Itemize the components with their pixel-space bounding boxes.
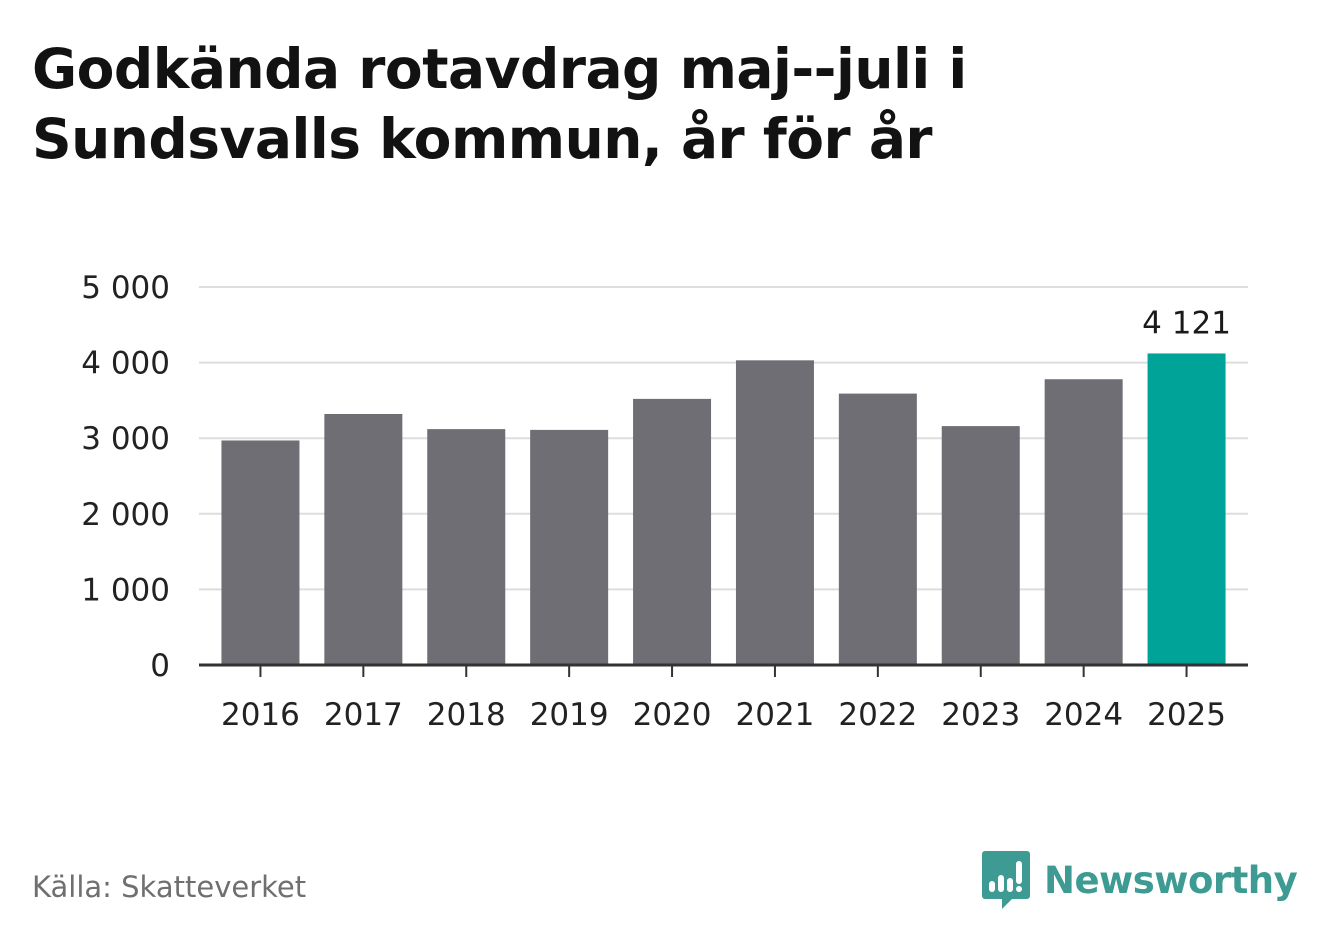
source-note: Källa: Skatteverket [32,870,307,904]
bar [1044,379,1123,665]
y-tick-label: 2 000 [81,497,170,533]
bar [530,429,609,665]
brand: Newsworthy [982,850,1298,910]
x-tick-label: 2022 [838,697,917,733]
x-tick-label: 2024 [1044,697,1123,733]
x-tick-label: 2025 [1147,697,1226,733]
bar [941,426,1020,665]
bar [221,440,300,665]
brand-name: Newsworthy [1044,858,1298,902]
x-tick-label: 2019 [530,697,609,733]
y-tick-label: 3 000 [81,421,170,457]
y-tick-label: 4 000 [81,346,170,382]
chart-title-line-1: Godkända rotavdrag maj--juli i [32,37,967,101]
y-tick-label: 5 000 [81,270,170,306]
newsworthy-logo-icon [982,851,1030,909]
x-tick-label: 2017 [324,697,403,733]
bar-chart: 0 1 000 2 000 3 000 4 000 5 000 2016 2017 2018 20… [81,270,1248,733]
bar [427,429,506,665]
chart-title: Godkända rotavdrag maj--juli i Sundsvall… [32,34,1232,174]
bar [735,360,814,665]
x-tick-label: 2021 [735,697,814,733]
chart-title-line-2: Sundsvalls kommun, år för år [32,107,933,171]
y-tick-label: 1 000 [81,572,170,608]
bar-highlight [1147,353,1226,665]
x-tick-label: 2016 [221,697,300,733]
x-tick-label: 2020 [633,697,712,733]
data-label: 4 121 [1142,305,1231,341]
bar [838,393,917,665]
x-tick-label: 2023 [941,697,1020,733]
y-tick-label: 0 [150,648,170,684]
x-tick-label: 2018 [427,697,506,733]
bar [324,414,403,665]
bar [633,398,712,665]
